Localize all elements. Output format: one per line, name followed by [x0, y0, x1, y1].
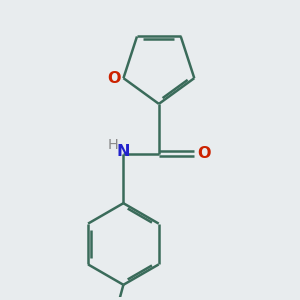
Text: H: H: [108, 138, 119, 152]
Text: O: O: [197, 146, 211, 161]
Text: O: O: [107, 70, 120, 86]
Text: N: N: [117, 144, 130, 159]
